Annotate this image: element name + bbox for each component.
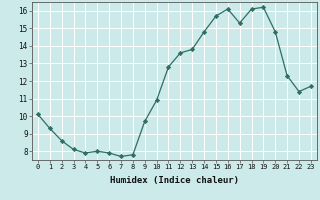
X-axis label: Humidex (Indice chaleur): Humidex (Indice chaleur) [110,176,239,185]
